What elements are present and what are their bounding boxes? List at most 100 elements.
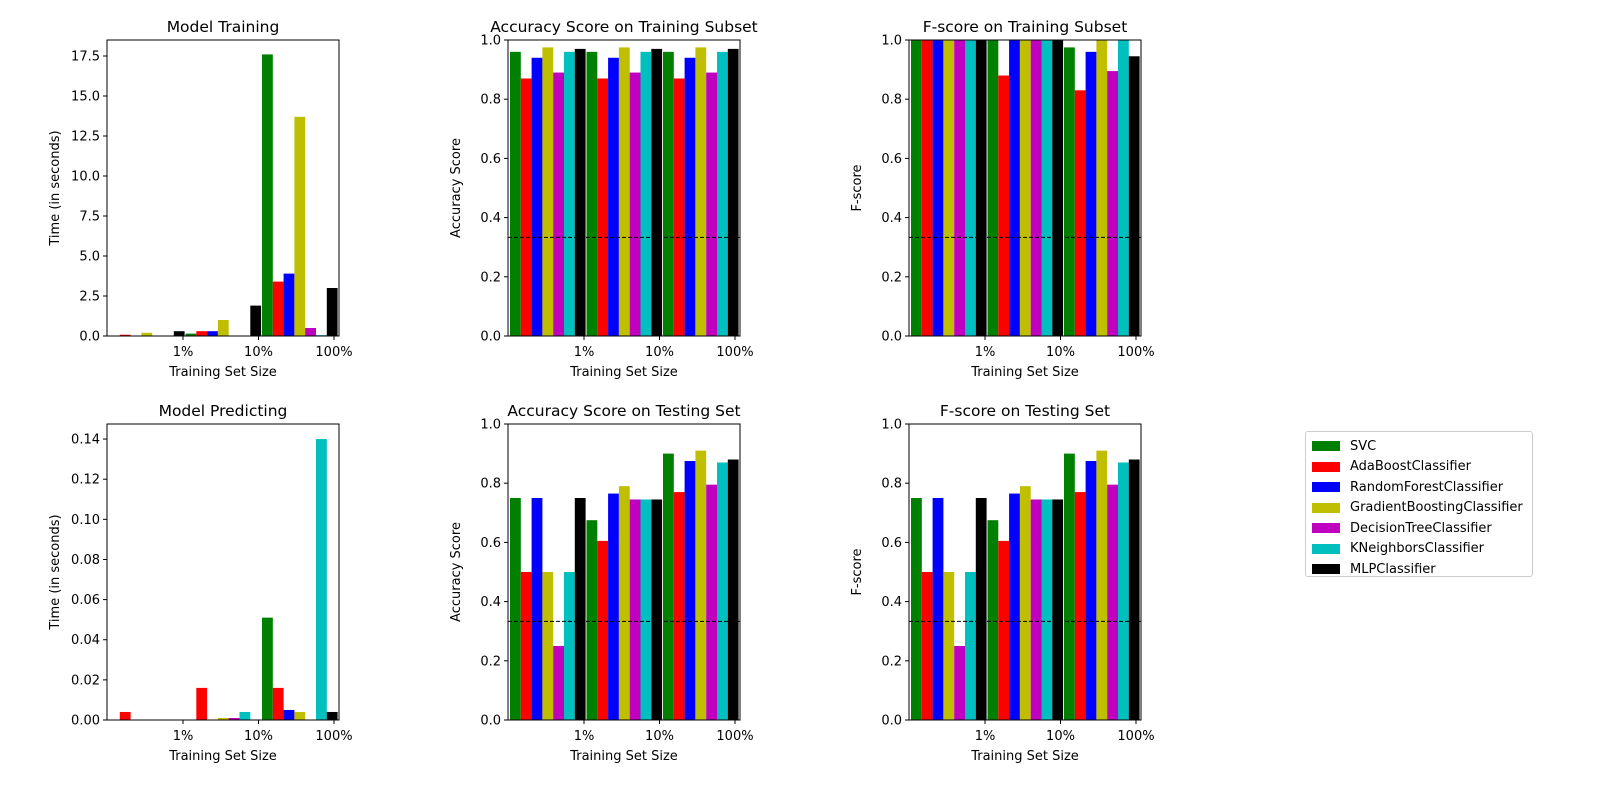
bar	[629, 72, 641, 336]
bar	[1030, 40, 1042, 336]
y-tick-label: 0.06	[71, 593, 100, 608]
x-tick-label: 100%	[315, 729, 352, 744]
legend-item: GradientBoostingClassifier	[1312, 498, 1526, 519]
bar	[1085, 461, 1097, 720]
bar	[564, 572, 575, 720]
bar	[932, 498, 944, 720]
bar	[272, 281, 284, 336]
legend-item: MLPClassifier	[1312, 559, 1526, 580]
bar	[943, 572, 955, 720]
y-tick-label: 0.04	[71, 633, 100, 648]
bar	[217, 717, 229, 720]
bar	[975, 40, 987, 336]
legend-label: SVC	[1350, 438, 1377, 454]
bar	[954, 646, 965, 720]
legend-item: DecisionTreeClassifier	[1312, 518, 1526, 539]
bar	[618, 486, 630, 720]
y-tick-label: 0.8	[480, 477, 501, 492]
legend-item: AdaBoostClassifier	[1312, 457, 1526, 478]
x-axis-label: Training Set Size	[970, 365, 1079, 380]
legend-swatch	[1312, 502, 1340, 513]
bar	[608, 57, 619, 336]
y-tick-label: 1.0	[881, 418, 902, 433]
x-tick-label: 1%	[173, 345, 194, 360]
bar	[326, 711, 338, 720]
bar	[542, 572, 554, 720]
bar	[520, 78, 532, 336]
bar	[1074, 492, 1086, 720]
legend-swatch	[1312, 543, 1340, 554]
bar	[717, 51, 728, 337]
x-tick-label: 10%	[645, 729, 674, 744]
bar	[564, 51, 575, 337]
x-tick-label: 10%	[1046, 729, 1075, 744]
bar	[629, 499, 641, 720]
axes-frame	[908, 423, 1142, 721]
x-tick-label: 1%	[173, 729, 194, 744]
bar	[510, 498, 521, 720]
y-tick-label: 0.8	[881, 477, 902, 492]
bar	[196, 331, 208, 336]
bar	[663, 51, 674, 337]
bar	[608, 493, 619, 720]
y-tick-label: 0.0	[480, 330, 501, 345]
x-tick-label: 10%	[244, 729, 273, 744]
y-tick-label: 0.4	[881, 211, 902, 226]
y-tick-label: 0.0	[881, 330, 902, 345]
bar	[921, 572, 933, 720]
y-tick-label: 0.10	[71, 513, 100, 528]
y-tick-label: 1.0	[881, 34, 902, 49]
y-tick-label: 0.0	[480, 714, 501, 729]
bar	[1064, 453, 1075, 720]
y-tick-label: 12.5	[71, 130, 100, 145]
y-tick-label: 0.08	[71, 553, 100, 568]
x-tick-label: 100%	[1117, 729, 1154, 744]
bar	[663, 453, 674, 720]
bar	[294, 116, 306, 336]
y-axis-label: Accuracy Score	[449, 138, 464, 238]
y-tick-label: 0.2	[480, 654, 501, 669]
bar	[706, 72, 717, 336]
axes-frame	[507, 423, 741, 721]
y-tick-label: 17.5	[71, 50, 100, 65]
x-axis-label: Training Set Size	[569, 365, 678, 380]
chart-title: Accuracy Score on Testing Set	[507, 402, 740, 420]
chart-title: Accuracy Score on Training Subset	[490, 18, 758, 36]
bar	[1041, 499, 1053, 720]
bar	[228, 717, 240, 720]
axes-frame	[507, 39, 741, 337]
x-tick-label: 1%	[574, 345, 595, 360]
y-tick-label: 5.0	[79, 250, 100, 265]
bar	[586, 520, 598, 720]
legend-swatch	[1312, 482, 1340, 493]
bar	[520, 572, 532, 720]
bar	[954, 40, 965, 336]
bar	[272, 687, 284, 720]
bar	[119, 711, 131, 720]
legend-label: GradientBoostingClassifier	[1350, 500, 1523, 516]
bar	[510, 51, 521, 337]
y-tick-label: 0.02	[71, 673, 100, 688]
bar	[262, 617, 273, 720]
x-tick-label: 10%	[645, 345, 674, 360]
legend-label: MLPClassifier	[1350, 561, 1436, 577]
bar	[911, 498, 922, 720]
x-tick-label: 10%	[244, 345, 273, 360]
chart-title: Model Predicting	[159, 402, 288, 420]
bar	[706, 484, 717, 720]
bar	[141, 332, 153, 336]
bar	[684, 461, 696, 720]
y-tick-label: 1.0	[480, 34, 501, 49]
legend: SVC AdaBoostClassifier RandomForestClass…	[1305, 431, 1533, 577]
bar	[316, 439, 327, 720]
y-tick-label: 0.6	[480, 152, 501, 167]
chart-title: Model Training	[167, 18, 280, 36]
axes-frame	[106, 39, 340, 337]
bar	[727, 459, 739, 720]
bar	[618, 47, 630, 337]
bar	[294, 711, 306, 720]
y-tick-label: 0.4	[480, 211, 501, 226]
bar	[1118, 462, 1129, 720]
y-tick-label: 0.4	[480, 595, 501, 610]
x-axis-label: Training Set Size	[168, 365, 277, 380]
